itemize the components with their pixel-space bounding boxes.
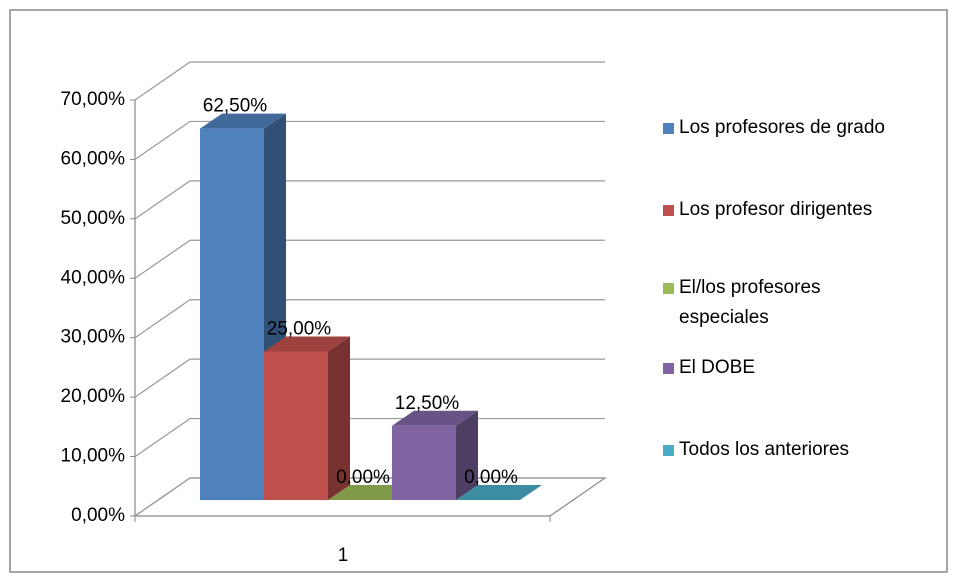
- bar-side: [328, 336, 350, 501]
- data-label: 0,00%: [336, 467, 390, 488]
- legend-label: Los profesores de grado: [679, 117, 885, 138]
- legend-label: Todos los anteriores: [679, 439, 850, 460]
- legend-swatch: [663, 205, 674, 216]
- legend-label: El/los profesores especiales: [679, 277, 821, 328]
- bar-top: [200, 113, 286, 129]
- legend-swatch: [663, 123, 674, 134]
- bar-side: [456, 410, 478, 501]
- data-label: 62,50%: [203, 96, 268, 117]
- y-tick-label: 50,00%: [61, 208, 126, 229]
- legend-item: El DOBE: [663, 353, 948, 383]
- y-tick-label: 70,00%: [61, 89, 126, 110]
- bar-top: [392, 410, 478, 426]
- bar: [200, 128, 264, 501]
- grid-line: [134, 120, 605, 160]
- legend-label: Los profesor dirigentes: [679, 199, 873, 220]
- grid-line: [134, 61, 605, 101]
- y-tick-label: 10,00%: [61, 446, 126, 467]
- x-tick-label: 1: [338, 545, 349, 566]
- legend-swatch: [663, 363, 674, 374]
- legend-item: Todos los anteriores: [663, 435, 948, 465]
- y-tick-label: 60,00%: [61, 148, 126, 169]
- grid-line: [134, 239, 605, 279]
- legend-swatch: [663, 283, 674, 294]
- y-tick-label: 20,00%: [61, 386, 126, 407]
- legend-label: El DOBE: [679, 357, 756, 378]
- data-label: 0,00%: [464, 467, 518, 488]
- grid-line: [134, 180, 605, 220]
- grid-line: [134, 358, 605, 398]
- legend-item: Los profesor dirigentes: [663, 195, 948, 225]
- legend-swatch: [663, 445, 674, 456]
- bar: [392, 425, 456, 501]
- grid-line: [134, 299, 605, 339]
- bar-top: [456, 485, 542, 501]
- legend-item: Los profesores de grado: [663, 113, 948, 143]
- bar-top: [264, 336, 350, 352]
- legend-item: El/los profesores especiales: [663, 273, 948, 333]
- y-tick-label: 40,00%: [61, 267, 126, 288]
- data-label: 25,00%: [267, 318, 332, 339]
- data-label: 12,50%: [395, 393, 460, 414]
- bar: [264, 351, 328, 501]
- y-tick-label: 0,00%: [71, 505, 125, 526]
- y-tick-label: 30,00%: [61, 327, 126, 348]
